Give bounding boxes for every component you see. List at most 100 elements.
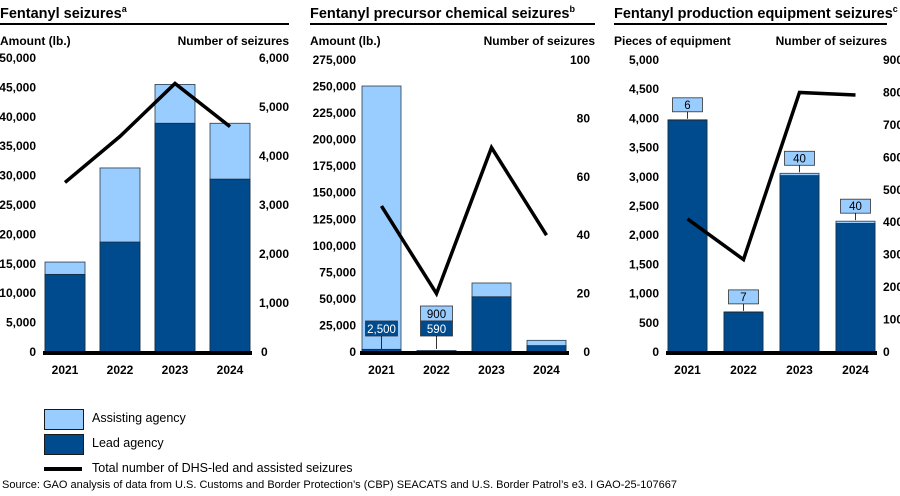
y2-tick-label: 100 [883, 313, 900, 327]
bar-lead-2021 [44, 273, 86, 353]
y-tick-label: 4,000 [629, 111, 659, 125]
y-tick-label: 100,000 [313, 239, 357, 253]
y2-tick-label: 4,000 [259, 149, 289, 163]
y2-tick-label: 1,000 [259, 296, 289, 310]
title-rule [310, 23, 595, 25]
title-rule [614, 23, 887, 25]
y2-tick-label: 40 [577, 228, 591, 242]
bar-lead-2023 [471, 296, 512, 353]
x-tick-label: 2022 [423, 363, 450, 377]
bar-lead-2024 [209, 178, 251, 353]
y2-tick-label: 0 [583, 345, 590, 359]
y-tick-label: 50,000 [319, 292, 356, 306]
y-axis-label: Amount (lb.) [310, 34, 381, 48]
chart-fentanyl-seizures: Fentanyl seizuresa Amount (lb.) Number o… [0, 0, 292, 380]
x-axis-line [43, 351, 252, 355]
chart-title: Fentanyl precursor chemical seizuresb [310, 4, 575, 22]
y2-axis-label: Number of seizures [775, 34, 887, 48]
y-tick-label: 150,000 [313, 186, 357, 200]
x-tick-label: 2023 [786, 363, 813, 377]
y2-axis-label: Number of seizures [177, 34, 289, 48]
y2-tick-label: 0 [261, 345, 268, 359]
x-tick-label: 2024 [533, 363, 560, 377]
data-label: 2,500 [367, 324, 396, 336]
y2-tick-label: 5,000 [259, 100, 289, 114]
bar-lead-2023 [779, 175, 820, 353]
y-axis-label: Pieces of equipment [614, 34, 731, 48]
y-axis-label: Amount (lb.) [0, 34, 71, 48]
data-label: 40 [793, 153, 806, 165]
y2-tick-label: 60 [577, 170, 591, 184]
x-tick-label: 2022 [730, 363, 757, 377]
y2-axis-label: Number of seizures [483, 34, 595, 48]
chart-plot: 0 5,000 10,000 15,000 20,000 25,000 30,000 35,0… [0, 51, 289, 377]
total-seizures-line [380, 143, 548, 298]
y2-tick-label: 100 [570, 53, 590, 67]
y-tick-label: 4,500 [629, 82, 659, 96]
chart-precursor-chemical-seizures: Fentanyl precursor chemical seizuresb Am… [310, 0, 600, 380]
y-tick-label: 50,000 [0, 51, 36, 65]
x-tick-label: 2021 [52, 363, 79, 377]
y2-tick-label: 300 [883, 248, 900, 262]
x-tick-label: 2021 [674, 363, 701, 377]
bar-lead-2022 [99, 241, 141, 353]
x-tick-label: 2023 [478, 363, 505, 377]
y2-tick-label: 3,000 [259, 198, 289, 212]
y-tick-label: 0 [349, 345, 356, 359]
x-tick-label: 2024 [217, 363, 244, 377]
legend-label: Lead agency [92, 436, 164, 450]
y-tick-label: 30,000 [0, 169, 36, 183]
y-tick-label: 2,500 [629, 199, 659, 213]
chart-plot: 0 500 1,000 1,500 2,000 2,500 3,000 3,500 4,000 4… [629, 53, 900, 377]
bar-lead-2024 [835, 223, 876, 353]
y2-tick-label: 400 [883, 215, 900, 229]
bar-lead-2023 [154, 122, 196, 353]
y2-tick-label: 600 [883, 150, 900, 164]
y2-tick-label: 6,000 [259, 51, 289, 65]
data-label: 6 [684, 100, 690, 112]
y-tick-label: 35,000 [0, 139, 36, 153]
bar-assisting-2021 [361, 85, 402, 353]
legend-swatch-lead [44, 434, 84, 455]
chart-plot: 0 25,000 50,000 75,000 100,000 125,000 150,000… [313, 53, 591, 377]
y2-tick-label: 0 [883, 345, 890, 359]
y2-tick-label: 900 [883, 53, 900, 67]
y-tick-label: 0 [652, 345, 659, 359]
bar-lead-2021 [667, 119, 708, 353]
legend-label: Total number of DHS-led and assisted sei… [92, 461, 353, 475]
y-tick-label: 200,000 [313, 133, 357, 147]
legend-swatch-assisting [44, 409, 84, 430]
y-tick-label: 3,000 [629, 170, 659, 184]
y-tick-label: 5,000 [6, 316, 36, 330]
source-note: Source: GAO analysis of data from U.S. C… [2, 479, 677, 491]
title-rule [0, 23, 289, 25]
y2-tick-label: 80 [577, 111, 591, 125]
x-axis-line [360, 351, 569, 355]
y-tick-label: 0 [29, 345, 36, 359]
chart-title: Fentanyl seizuresa [0, 4, 127, 22]
y-tick-label: 25,000 [319, 318, 356, 332]
y-tick-label: 250,000 [313, 80, 357, 94]
data-label: 40 [849, 201, 862, 213]
x-axis-line [666, 351, 877, 355]
x-tick-label: 2023 [162, 363, 189, 377]
y-tick-label: 15,000 [0, 257, 36, 271]
x-tick-label: 2022 [107, 363, 134, 377]
y-tick-label: 225,000 [313, 106, 357, 120]
y-tick-label: 40,000 [0, 110, 36, 124]
chart-title: Fentanyl production equipment seizuresc [614, 4, 898, 22]
bar-lead-2022 [723, 311, 764, 353]
total-seizures-line [686, 90, 856, 263]
y-tick-label: 275,000 [313, 53, 357, 67]
y2-tick-label: 200 [883, 280, 900, 294]
y2-tick-label: 20 [577, 287, 591, 301]
data-label: 590 [427, 324, 446, 336]
y-tick-label: 10,000 [0, 286, 36, 300]
y-tick-label: 125,000 [313, 212, 357, 226]
y-tick-label: 2,000 [629, 228, 659, 242]
x-tick-label: 2021 [368, 363, 395, 377]
y-tick-label: 500 [639, 316, 659, 330]
y-tick-label: 75,000 [319, 265, 356, 279]
y-tick-label: 175,000 [313, 159, 357, 173]
y2-tick-label: 2,000 [259, 247, 289, 261]
